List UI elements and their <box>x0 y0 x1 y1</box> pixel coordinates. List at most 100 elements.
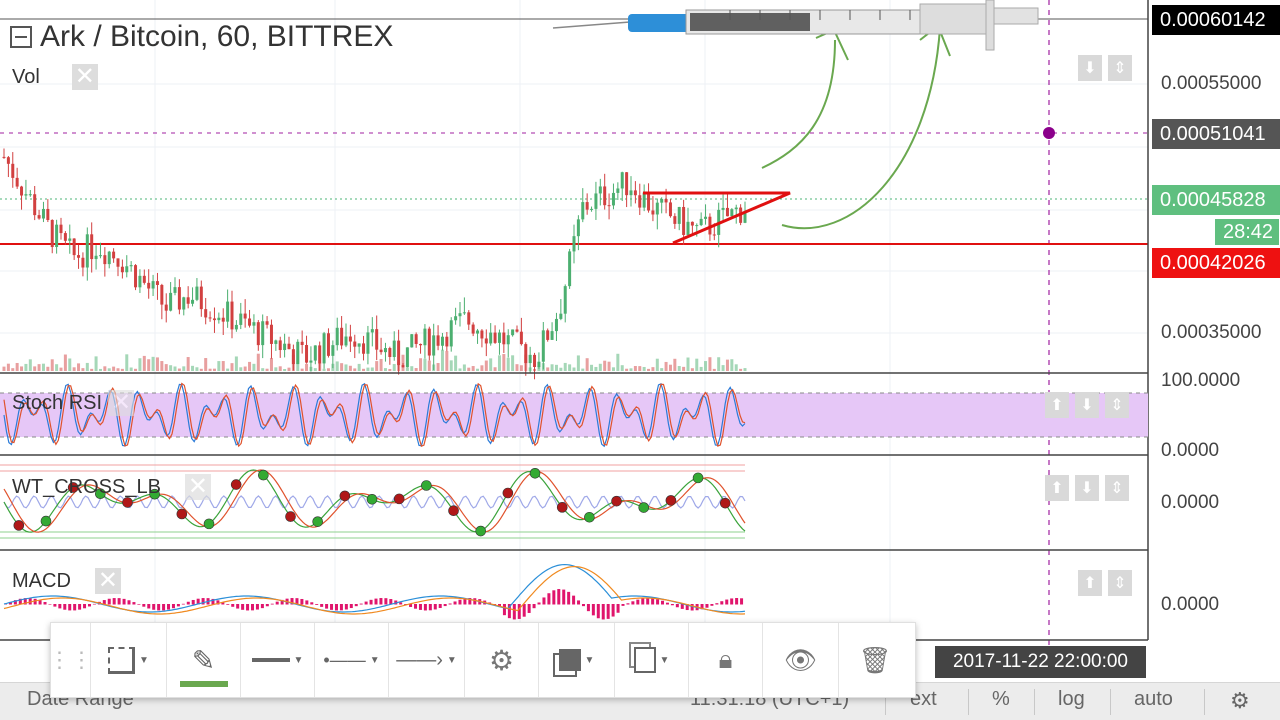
volume-bar <box>134 368 138 371</box>
move-up-icon[interactable]: ⬆ <box>1078 570 1102 596</box>
green-arrow-right[interactable] <box>781 27 941 230</box>
candle-body <box>147 282 151 289</box>
candle-body <box>353 341 357 347</box>
clone-button[interactable]: ▼ <box>615 623 689 697</box>
volume-bar <box>217 361 221 371</box>
volume-bar <box>379 358 383 371</box>
close-icon[interactable]: ✕ <box>108 390 135 416</box>
collapse-icon[interactable] <box>10 26 32 48</box>
ext-toggle[interactable]: ext <box>910 688 937 710</box>
delete-button[interactable]: 🗑︎ <box>839 623 911 697</box>
volume-bar <box>607 361 611 371</box>
select-area-button[interactable]: ▼ <box>91 623 167 697</box>
resize-icon[interactable]: ⇕ <box>1105 475 1129 501</box>
volume-bar <box>476 368 480 371</box>
macd-histogram-bar <box>438 604 442 608</box>
volume-bar <box>484 360 488 371</box>
volume-bar <box>655 358 659 371</box>
green-arrow-left[interactable] <box>761 39 836 169</box>
candle-body <box>20 186 24 196</box>
volume-bar <box>125 354 129 371</box>
macd-histogram-bar <box>300 598 304 605</box>
macd-histogram-bar <box>191 599 195 605</box>
volume-bar <box>440 349 444 371</box>
visibility-button[interactable]: 👁︎ <box>763 623 839 697</box>
triangle-pattern[interactable] <box>643 191 791 245</box>
macd-histogram-bar <box>626 603 630 605</box>
macd-histogram-bar <box>665 602 669 605</box>
volume-bar <box>221 361 225 371</box>
macd-histogram-bar <box>414 604 418 609</box>
auto-toggle[interactable]: auto <box>1134 688 1173 710</box>
macd-histogram-bar <box>364 601 368 605</box>
candle-body <box>537 361 541 368</box>
volume-bar <box>445 351 449 371</box>
candle-body <box>11 163 15 178</box>
macd-histogram-bar <box>211 598 215 605</box>
candle-body <box>568 251 572 287</box>
crosshair-date-tag: 2017-11-22 22:00:00 <box>935 646 1146 678</box>
move-down-icon[interactable]: ⬇ <box>1075 392 1099 418</box>
resize-icon[interactable]: ⇕ <box>1108 55 1132 81</box>
macd-histogram-bar <box>700 604 704 610</box>
candle-body <box>239 313 243 325</box>
line-width-button[interactable]: ▼ <box>241 623 315 697</box>
line-style-button[interactable]: •—— ▼ <box>315 623 389 697</box>
volume-bar <box>204 358 208 371</box>
arrow-style-button[interactable]: ——› ▼ <box>389 623 465 697</box>
fill-button[interactable]: ▼ <box>539 623 615 697</box>
move-up-icon[interactable]: ⬆ <box>1045 392 1069 418</box>
volume-bar <box>572 367 576 371</box>
volume-bar <box>524 354 528 371</box>
volume-bar <box>335 361 339 371</box>
volume-bar <box>528 367 532 371</box>
move-down-icon[interactable]: ⬇ <box>1075 475 1099 501</box>
volume-bar <box>63 354 67 371</box>
volume-bar <box>388 368 392 371</box>
close-icon[interactable]: ✕ <box>71 64 98 90</box>
candle-body <box>668 202 672 217</box>
stoch-rsi-label: Stoch RSI <box>12 391 103 414</box>
percent-toggle[interactable]: % <box>992 688 1010 710</box>
close-icon[interactable]: ✕ <box>94 568 121 594</box>
candle-body <box>357 343 361 347</box>
layers-icon <box>558 649 581 671</box>
pencil-button[interactable]: ✎ <box>167 623 241 697</box>
resize-icon[interactable]: ⇕ <box>1105 392 1129 418</box>
candle-body <box>313 345 317 361</box>
macd-histogram-bar <box>102 600 106 605</box>
candle-body <box>655 202 659 215</box>
volume-bar <box>717 357 721 371</box>
price-tick: 0.00055000 <box>1161 73 1262 94</box>
volume-bar <box>300 368 304 371</box>
macd-histogram-bar <box>38 600 42 605</box>
macd-histogram-bar <box>137 604 141 605</box>
move-up-icon[interactable]: ⬆ <box>1045 475 1069 501</box>
drag-handle-icon[interactable]: ⋮⋮ <box>49 623 93 697</box>
volume-bar <box>515 364 519 371</box>
wt-cross-dot <box>285 511 296 522</box>
log-toggle[interactable]: log <box>1058 688 1085 710</box>
resize-icon[interactable]: ⇕ <box>1108 570 1132 596</box>
volume-bar <box>138 358 142 371</box>
macd-histogram-bar <box>552 590 556 605</box>
macd-histogram-bar <box>651 598 655 605</box>
volume-bar <box>59 367 63 371</box>
candle-body <box>445 336 449 347</box>
gear-icon[interactable]: ⚙ <box>1230 688 1250 713</box>
macd-histogram-bar <box>596 604 600 619</box>
volume-bar <box>660 368 664 371</box>
macd-histogram-bar <box>28 598 32 605</box>
candle-body <box>458 313 462 317</box>
settings-button[interactable]: ⚙ <box>465 623 539 697</box>
marker-dot[interactable] <box>1043 127 1055 139</box>
close-icon[interactable]: ✕ <box>184 474 211 500</box>
macd-histogram-bar <box>690 604 694 611</box>
candle-body <box>33 194 37 216</box>
macd-histogram-bar <box>107 598 111 605</box>
lock-button[interactable]: 🔒︎ <box>689 623 763 697</box>
macd-histogram-bar <box>251 604 254 611</box>
candle-body <box>37 215 41 219</box>
move-down-icon[interactable]: ⬇ <box>1078 55 1102 81</box>
